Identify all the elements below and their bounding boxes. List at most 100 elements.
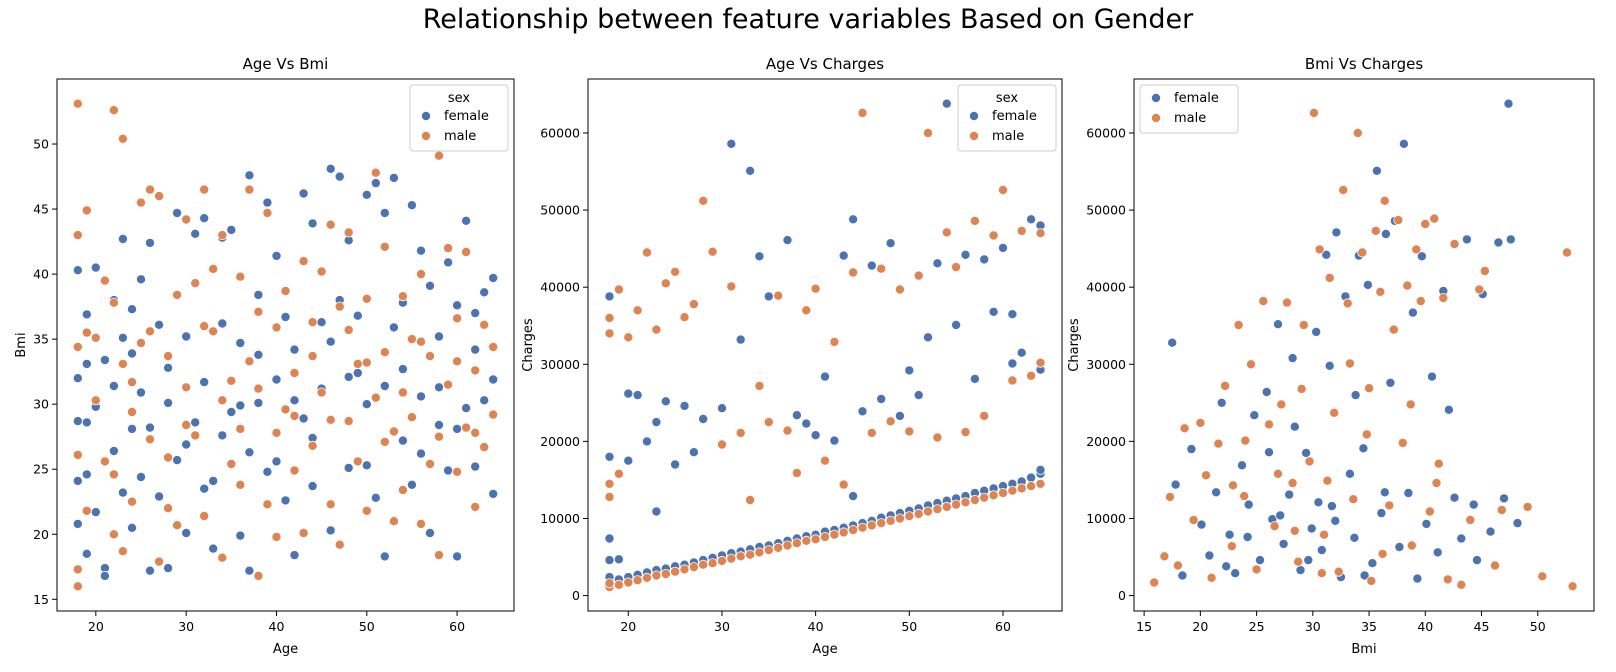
y-tick-label: 40000 — [1086, 280, 1126, 295]
point-male — [1333, 566, 1344, 577]
point-male — [791, 467, 802, 478]
y-tick-label: 40 — [33, 267, 49, 282]
y-tick-label: 20000 — [1086, 434, 1126, 449]
point-female — [72, 416, 83, 427]
y-tick-label: 30 — [33, 397, 49, 412]
point-female — [334, 171, 345, 182]
x-tick-label: 30 — [178, 619, 194, 634]
point-female — [144, 565, 155, 576]
point-male — [866, 427, 877, 438]
point-male — [979, 410, 990, 421]
point-male — [1402, 280, 1413, 291]
point-female — [1035, 464, 1046, 475]
point-male — [679, 312, 690, 323]
point-female — [1331, 227, 1342, 238]
point-male — [443, 379, 454, 390]
point-female — [1421, 518, 1432, 529]
point-female — [361, 460, 372, 471]
point-male — [1188, 515, 1199, 526]
point-male — [379, 436, 390, 447]
point-male — [829, 336, 840, 347]
point-female — [1468, 499, 1479, 510]
point-female — [163, 397, 174, 408]
point-female — [1379, 487, 1390, 498]
point-female — [763, 291, 774, 302]
point-male — [1213, 438, 1224, 449]
point-female — [217, 318, 228, 329]
point-female — [298, 188, 309, 199]
point-female — [244, 170, 255, 181]
point-female — [1221, 561, 1232, 572]
point-female — [226, 406, 237, 417]
point-female — [735, 334, 746, 345]
point-male — [707, 246, 718, 257]
point-female — [144, 422, 155, 433]
point-female — [117, 487, 128, 498]
point-female — [1264, 447, 1275, 458]
y-tick-label: 40000 — [540, 280, 580, 295]
point-female — [1461, 234, 1472, 245]
point-male — [1405, 399, 1416, 410]
point-male — [108, 297, 119, 308]
point-female — [717, 403, 728, 414]
point-female — [969, 373, 980, 384]
y-tick-label: 50 — [33, 137, 49, 152]
point-female — [388, 322, 399, 333]
point-male — [1016, 225, 1027, 236]
point-male — [1026, 481, 1037, 492]
point-female — [127, 348, 138, 359]
point-female — [415, 448, 426, 459]
point-female — [979, 254, 990, 265]
point-female — [379, 551, 390, 562]
point-male — [343, 227, 354, 238]
y-tick-label: 20000 — [540, 434, 580, 449]
point-male — [1324, 272, 1335, 283]
point-male — [244, 356, 255, 367]
point-male — [271, 322, 282, 333]
point-male — [1251, 564, 1262, 575]
point-male — [127, 496, 138, 507]
point-male — [1352, 127, 1363, 138]
point-female — [1313, 497, 1324, 508]
point-male — [1329, 407, 1340, 418]
point-female — [829, 435, 840, 446]
point-female — [208, 475, 219, 486]
x-tick-label: 50 — [1530, 619, 1546, 634]
point-male — [1149, 577, 1160, 588]
point-male — [424, 458, 435, 469]
point-female — [1026, 214, 1037, 225]
point-male — [707, 558, 718, 569]
point-female — [1326, 501, 1337, 512]
point-male — [199, 510, 210, 521]
point-female — [1224, 529, 1235, 540]
point-female — [1306, 523, 1317, 534]
point-female — [81, 469, 92, 480]
point-male — [271, 427, 282, 438]
point-male — [181, 419, 192, 430]
point-male — [604, 312, 615, 323]
legend-label-male: male — [444, 129, 476, 144]
point-female — [1512, 518, 1523, 529]
point-male — [885, 416, 896, 427]
point-male — [791, 538, 802, 549]
point-male — [642, 247, 653, 258]
point-male — [235, 423, 246, 434]
point-male — [857, 522, 868, 533]
point-male — [253, 383, 264, 394]
point-male — [280, 404, 291, 415]
y-axis-label: Charges — [521, 318, 536, 372]
point-male — [99, 275, 110, 286]
point-female — [1016, 347, 1027, 358]
point-male — [406, 334, 417, 345]
point-female — [99, 570, 110, 581]
point-male — [262, 499, 273, 510]
point-female — [352, 367, 363, 378]
point-male — [688, 299, 699, 310]
point-male — [1348, 494, 1359, 505]
point-male — [1007, 485, 1018, 496]
point-male — [163, 503, 174, 514]
point-female — [951, 319, 962, 330]
point-male — [679, 564, 690, 575]
point-male — [1314, 244, 1325, 255]
point-female — [1261, 386, 1272, 397]
